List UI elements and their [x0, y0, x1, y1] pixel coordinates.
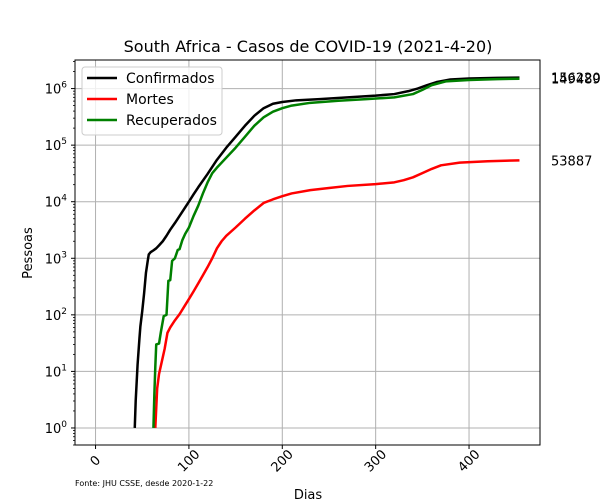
y-axis: 100 101 102 103 104 105 106 — [45, 61, 75, 446]
series-line-confirmados — [133, 76, 520, 429]
y-tick-label: 104 — [45, 194, 68, 211]
y-tick-label: 100 — [45, 420, 68, 437]
legend-frame — [81, 66, 223, 136]
y-tick-label: 101 — [45, 363, 67, 380]
x-axis-label: Dias — [294, 488, 323, 500]
y-gridlines — [75, 88, 540, 429]
y-tick-label: 106 — [45, 81, 68, 98]
end-label-recuperados: 1494892 — [551, 73, 600, 88]
end-label-mortes: 53887 — [551, 154, 592, 169]
legend-label-mortes: Mortes — [126, 92, 174, 108]
legend-label-confirmados: Confirmados — [126, 71, 215, 87]
end-label-confirmados: 1562204 — [551, 72, 600, 87]
series-lines — [133, 76, 520, 429]
chart-title: South Africa - Casos de COVID-19 (2021-4… — [124, 37, 493, 56]
plot-frame — [74, 59, 541, 446]
y-axis-label: Pessoas — [21, 227, 36, 279]
y-tick-label: 105 — [45, 137, 67, 154]
series-line-recuperados — [152, 77, 520, 429]
legend: Confirmados Mortes Recuperados — [81, 66, 223, 136]
series-line-mortes — [154, 159, 520, 429]
y-tick-label: 102 — [45, 307, 67, 324]
legend-label-recuperados: Recuperados — [126, 113, 217, 129]
y-tick-label: 103 — [45, 250, 67, 267]
series-end-labels: 1562204 53887 1494892 — [551, 72, 600, 170]
source-note: Fonte: JHU CSSE, desde 2020-1-22 — [75, 479, 213, 488]
